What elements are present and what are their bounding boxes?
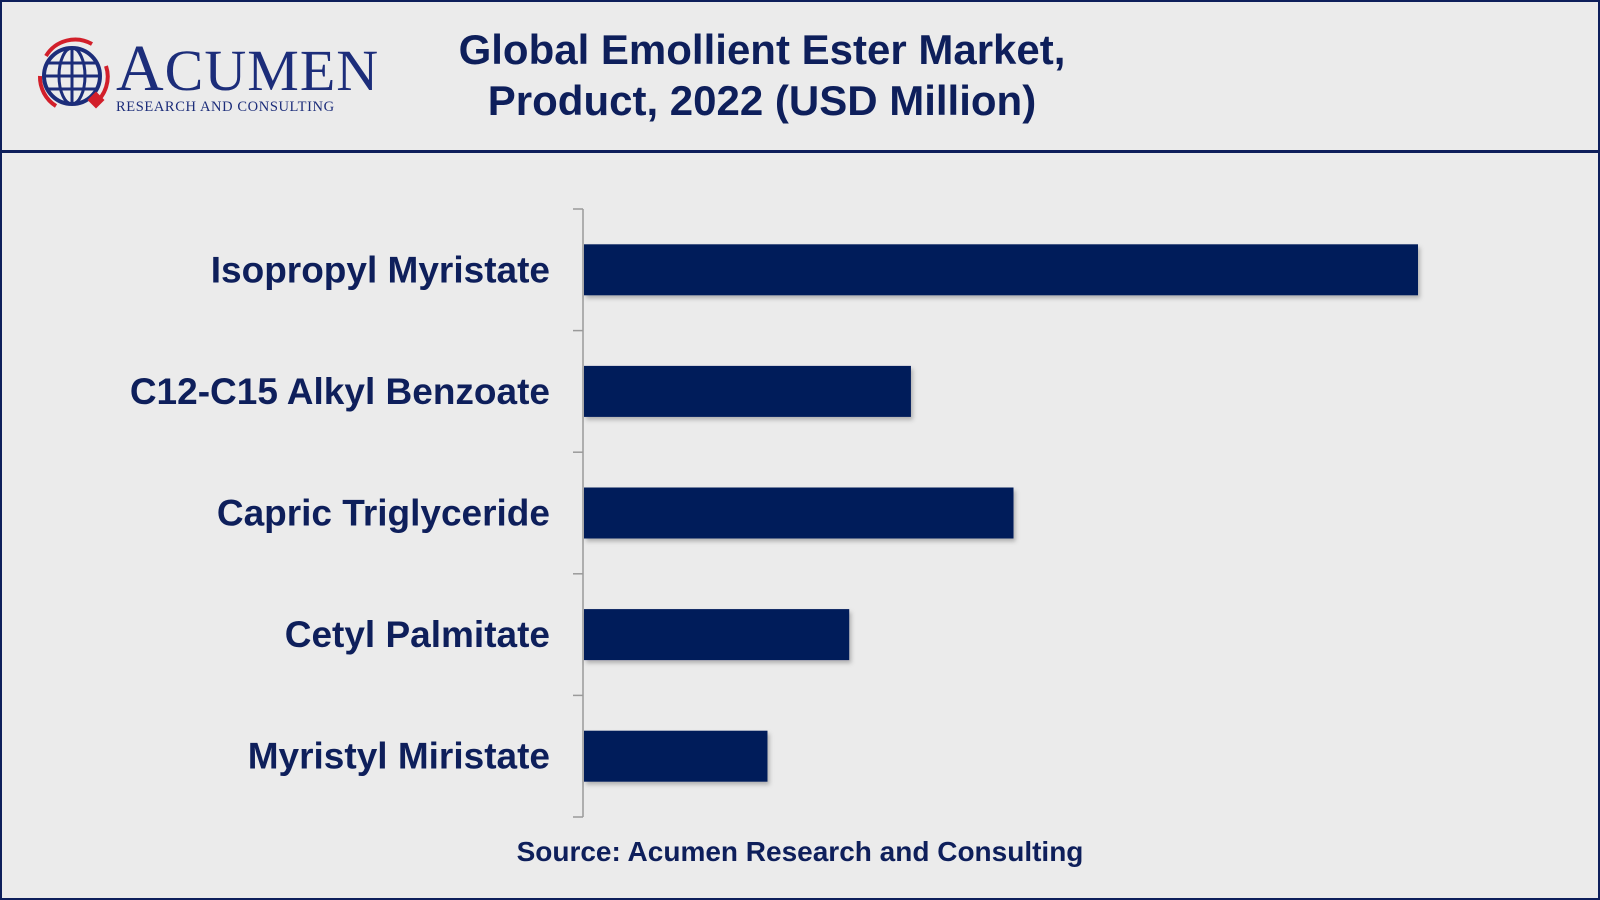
brand-logo: ACUMEN RESEARCH AND CONSULTING [34,36,378,121]
bar-c12-c15-alkyl-benzoate [584,365,911,417]
category-label: Isopropyl Myristate [211,249,550,290]
category-label: Cetyl Palmitate [285,614,550,655]
logo-tagline: RESEARCH AND CONSULTING [116,99,335,115]
chart-title-line-1: Global Emollient Ester Market, [458,26,1066,73]
chart-title-line-2: Product, 2022 (USD Million) [487,77,1037,124]
globe-icon [37,37,110,109]
chart-title: Global Emollient Ester Market, Product, … [342,24,1182,126]
header: ACUMEN RESEARCH AND CONSULTING Global Em… [2,2,1598,153]
bar-isopropyl-myristate [584,244,1418,296]
category-label: Capric Triglyceride [217,493,550,534]
source-note: Source: Acumen Research and Consulting [516,836,1084,867]
category-label: Myristyl Miristate [248,736,550,777]
category-label: C12-C15 Alkyl Benzoate [130,371,550,412]
bar-capric-triglyceride [584,487,1014,539]
bar-cetyl-palmitate [584,609,850,661]
bar-myristyl-miristate [584,730,768,782]
logo-wordmark: ACUMEN [116,32,380,105]
